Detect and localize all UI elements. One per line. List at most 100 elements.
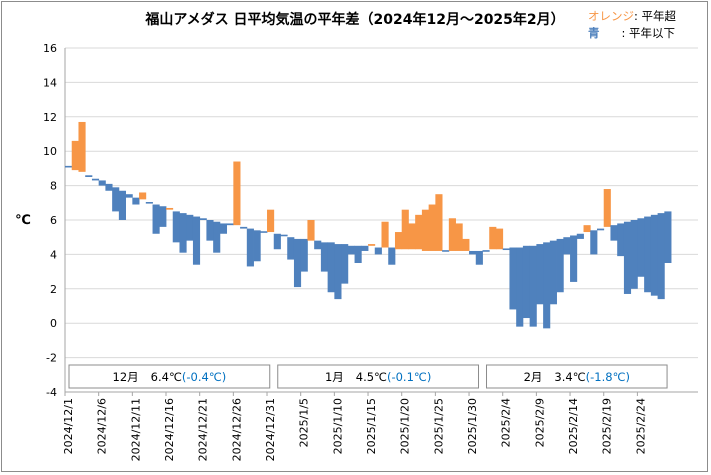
bar-below-normal (260, 231, 268, 233)
y-tick-label: -4 (46, 386, 57, 399)
month-anomaly: (-1.8℃) (586, 370, 630, 384)
bar-below-normal (341, 244, 349, 284)
bar-below-normal (482, 250, 490, 252)
bar-above-normal (583, 225, 591, 233)
x-tick-label: 2025/2/4 (500, 398, 513, 447)
bar-below-normal (98, 180, 106, 186)
bar-below-normal (361, 245, 369, 251)
bar-below-normal (596, 228, 605, 231)
bar-below-normal (327, 242, 335, 293)
x-tick-label: 2025/1/10 (331, 398, 344, 454)
x-tick-label: 2025/2/19 (601, 398, 614, 454)
month-summary-box (68, 364, 271, 389)
x-tick-label: 2025/1/20 (399, 398, 412, 454)
bar-below-normal (219, 223, 228, 234)
bar-above-normal (462, 238, 470, 251)
bar-above-normal (489, 226, 497, 250)
bar-above-normal (495, 228, 504, 250)
bar-below-normal (213, 221, 221, 253)
bar-below-normal (246, 228, 254, 267)
bar-above-normal (381, 221, 389, 248)
anomaly-bars (65, 121, 672, 329)
x-tick-label: 2025/2/9 (533, 398, 546, 447)
x-tick-label: 2025/1/25 (432, 398, 445, 454)
bar-below-normal (516, 247, 524, 327)
bar-above-normal (233, 161, 241, 226)
y-tick-label: 4 (50, 248, 57, 261)
bar-above-normal (448, 218, 456, 251)
bar-below-normal (226, 223, 234, 226)
legend-above-label: オレンジ: 平年超 (588, 9, 677, 23)
bar-below-normal (374, 247, 382, 255)
x-tick-label: 2024/12/16 (163, 398, 176, 461)
x-tick-label: 2024/12/31 (264, 398, 277, 461)
bar-below-normal (509, 247, 517, 310)
x-tick-label: 2025/1/15 (365, 398, 378, 454)
bar-below-normal (650, 214, 658, 296)
bar-below-normal (623, 221, 632, 294)
bar-above-normal (78, 121, 86, 172)
bar-below-normal (132, 197, 140, 205)
bar-above-normal (139, 192, 147, 200)
bar-above-normal (307, 220, 315, 241)
bar-below-normal (152, 204, 160, 234)
bar-below-normal (112, 187, 120, 212)
legend-below-name: 青 (588, 26, 600, 40)
legend-above-name: オレンジ (588, 9, 634, 23)
bar-below-normal (563, 237, 571, 255)
month-summary-box (486, 364, 668, 389)
bar-above-normal (603, 189, 611, 227)
x-tick-label: 2025/1/30 (466, 398, 479, 454)
bar-below-normal (85, 175, 93, 177)
y-tick-label: 2 (50, 283, 57, 296)
bar-below-normal (529, 245, 537, 327)
month-mean: 3.4℃ (554, 370, 585, 384)
legend-below-label: 青: 平年以下 (588, 26, 675, 40)
bar-below-normal (314, 240, 322, 250)
bar-below-normal (657, 213, 665, 300)
legend: オレンジ: 平年超 青: 平年以下 (588, 9, 677, 40)
bar-below-normal (664, 211, 672, 263)
month-mean: 6.4℃ (151, 370, 182, 384)
bar-below-normal (576, 233, 584, 239)
bar-below-normal (199, 218, 207, 220)
bar-below-normal (192, 216, 201, 265)
month-label: 12月 (113, 370, 139, 384)
x-tick-label: 2024/12/21 (197, 398, 210, 461)
y-tick-label: 10 (43, 145, 57, 158)
bar-below-normal (617, 223, 625, 257)
x-tick-labels: 2024/12/1 2024/12/6 2024/12/11 2024/12/16 20… (62, 392, 647, 461)
y-axis-label: ℃ (15, 213, 31, 228)
month-anomaly: (-0.4℃) (182, 370, 226, 384)
month-summary-boxes: 12月 6.4℃(-0.4℃) 1月 4.5℃(-0.1℃) 2月 3.4℃(-1.8℃) (68, 364, 668, 389)
gridlines (64, 47, 698, 393)
bar-below-normal (293, 238, 302, 288)
bar-above-normal (435, 194, 443, 251)
x-tick-label: 2024/12/26 (230, 398, 243, 461)
bar-below-normal (172, 211, 180, 243)
y-tick-labels: -4 -2 0 2 4 6 8 10 12 14 16 (43, 42, 57, 399)
bar-below-normal (125, 194, 133, 198)
legend-above-desc: : 平年超 (634, 9, 677, 23)
bar-below-normal (320, 242, 329, 272)
bar-below-normal (556, 238, 564, 293)
x-tick-label: 2025/2/14 (567, 398, 580, 454)
bar-above-normal (455, 223, 463, 251)
bar-above-normal (428, 204, 436, 251)
bar-below-normal (354, 245, 362, 263)
bar-below-normal (300, 238, 308, 272)
x-tick-label: 2025/1/5 (298, 398, 311, 447)
bar-below-normal (186, 214, 194, 241)
month-summary-text: 2月 3.4℃(-1.8℃) (524, 370, 630, 384)
bar-above-normal (408, 223, 416, 250)
bar-below-normal (347, 245, 355, 255)
bar-below-normal (637, 218, 645, 277)
bar-below-normal (502, 248, 510, 251)
bar-below-normal (105, 183, 113, 191)
month-summary-box (277, 364, 480, 389)
bar-below-normal (179, 213, 187, 253)
y-tick-label: 14 (43, 76, 57, 89)
bar-above-normal (401, 209, 409, 250)
bar-below-normal (118, 190, 126, 220)
